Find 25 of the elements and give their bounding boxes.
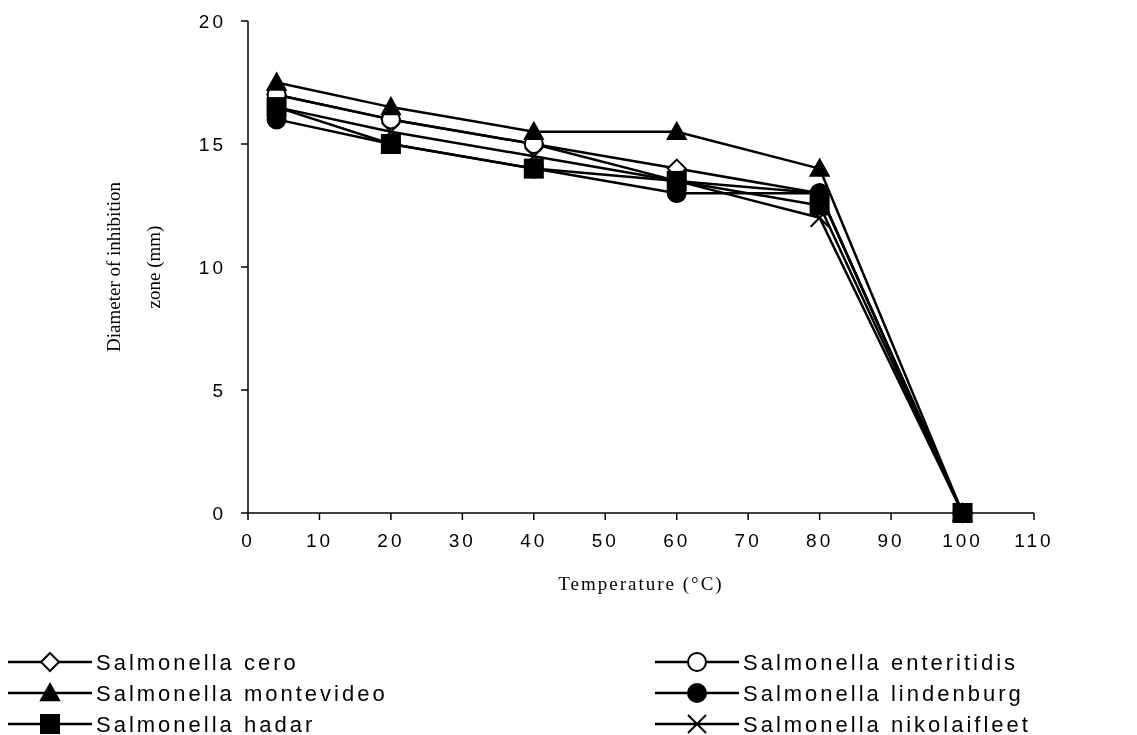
legend-label: Salmonella enteritidis	[743, 650, 1019, 675]
y-tick-label: 5	[212, 380, 226, 401]
legend-label: Salmonella hadar	[96, 712, 316, 735]
x-tick-label: 0	[241, 530, 255, 551]
legend-label: Salmonella cero	[96, 650, 299, 675]
y-tick-label: 10	[198, 257, 226, 278]
y-axis-title: Diameter of inhibition zone (mm)	[103, 181, 165, 352]
x-tick-label: 40	[520, 530, 548, 551]
x-axis-title: Temperature (°C)	[558, 573, 724, 595]
x-tick-label: 60	[663, 530, 691, 551]
x-tick-label: 10	[305, 530, 334, 551]
x-tick-label: 100	[942, 530, 983, 551]
y-tick-label: 15	[198, 134, 226, 155]
x-tick-label: 30	[448, 530, 476, 551]
x-tick-label: 90	[877, 530, 905, 551]
x-tick-label: 50	[591, 530, 619, 551]
legend-label: Salmonella lindenburg	[743, 681, 1024, 706]
x-tick-label: 70	[734, 530, 762, 551]
legend-label: Salmonella montevideo	[96, 681, 388, 706]
x-tick-label: 20	[377, 530, 405, 551]
legend-label: Salmonella nikolaifleet	[743, 712, 1031, 735]
x-tick-label: 110	[1014, 530, 1054, 551]
y-tick-label: 20	[198, 11, 226, 32]
y-tick-label: 0	[212, 503, 226, 524]
x-tick-label: 80	[806, 530, 834, 551]
